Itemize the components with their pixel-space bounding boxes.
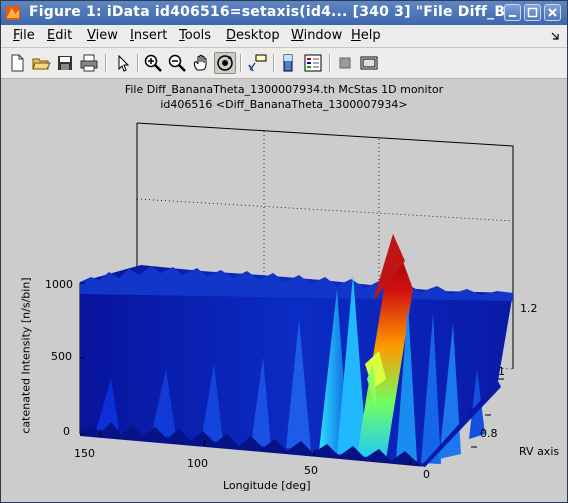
data-cursor-icon[interactable] <box>247 53 267 73</box>
menu-view[interactable]: View <box>87 28 118 43</box>
z-tick-label: 500 <box>51 350 72 363</box>
title-bar[interactable]: Figure 1: iData id406516=setaxis(id4... … <box>1 1 567 25</box>
colorbar-icon[interactable] <box>279 53 299 73</box>
z-axis-label: catenated Intensity [n/s/bin] <box>19 277 33 434</box>
y-tick-label: 1.2 <box>520 302 538 315</box>
legend-icon[interactable] <box>303 53 323 73</box>
minimize-button[interactable] <box>504 4 521 21</box>
menu-window[interactable]: Window <box>291 28 343 43</box>
show-plot-tools-icon[interactable] <box>359 53 379 73</box>
tick-marks <box>80 282 504 466</box>
z-tick-label: 0 <box>63 425 70 438</box>
surface-plot[interactable] <box>1 79 567 502</box>
close-icon <box>548 8 557 17</box>
x-axis-label: Longitude [deg] <box>223 479 311 492</box>
rotate-3d-button[interactable] <box>214 52 236 74</box>
figure-toolbar <box>1 48 567 79</box>
maximize-icon <box>527 7 538 18</box>
dock-arrow-icon[interactable] <box>550 31 560 41</box>
new-figure-icon[interactable] <box>7 53 27 73</box>
menu-file[interactable]: File <box>13 28 35 43</box>
pointer-icon[interactable] <box>113 53 133 73</box>
plot-title-line2: id406516 <Diff_BananaTheta_1300007934> <box>160 98 408 111</box>
surface-data <box>80 234 513 467</box>
menu-bar: File Edit View Insert Tools Desktop Wind… <box>1 25 567 48</box>
menu-desktop[interactable]: Desktop <box>226 28 280 43</box>
close-button[interactable] <box>544 4 561 21</box>
print-icon[interactable] <box>79 53 99 73</box>
y-tick-label: 0.8 <box>480 427 498 440</box>
zoom-out-icon[interactable] <box>167 53 187 73</box>
hide-plot-tools-icon[interactable] <box>335 53 355 73</box>
y-tick-label: 1 <box>498 365 505 378</box>
figure-canvas[interactable]: File Diff_BananaTheta_1300007934.th McSt… <box>1 79 567 502</box>
pan-hand-icon[interactable] <box>191 53 211 73</box>
menu-help[interactable]: Help <box>351 28 381 43</box>
zoom-in-icon[interactable] <box>143 53 163 73</box>
maximize-button[interactable] <box>524 4 541 21</box>
menu-tools[interactable]: Tools <box>179 28 212 43</box>
plot-title-line1: File Diff_BananaTheta_1300007934.th McSt… <box>124 83 444 96</box>
save-icon[interactable] <box>55 53 75 73</box>
menu-insert[interactable]: Insert <box>130 28 168 43</box>
window-title: Figure 1: iData id406516=setaxis(id4... … <box>29 4 515 20</box>
z-tick-label: 1000 <box>45 278 73 291</box>
x-tick-label: 100 <box>187 457 208 470</box>
rotate-3d-icon <box>217 55 233 71</box>
x-tick-label: 150 <box>74 447 95 460</box>
matlab-app-icon <box>6 6 20 20</box>
open-file-icon[interactable] <box>31 53 51 73</box>
minimize-icon <box>509 15 516 17</box>
y-axis-label: RV axis <box>519 445 560 458</box>
menu-edit[interactable]: Edit <box>47 28 73 43</box>
x-tick-label: 0 <box>423 468 430 481</box>
x-tick-label: 50 <box>304 464 318 477</box>
